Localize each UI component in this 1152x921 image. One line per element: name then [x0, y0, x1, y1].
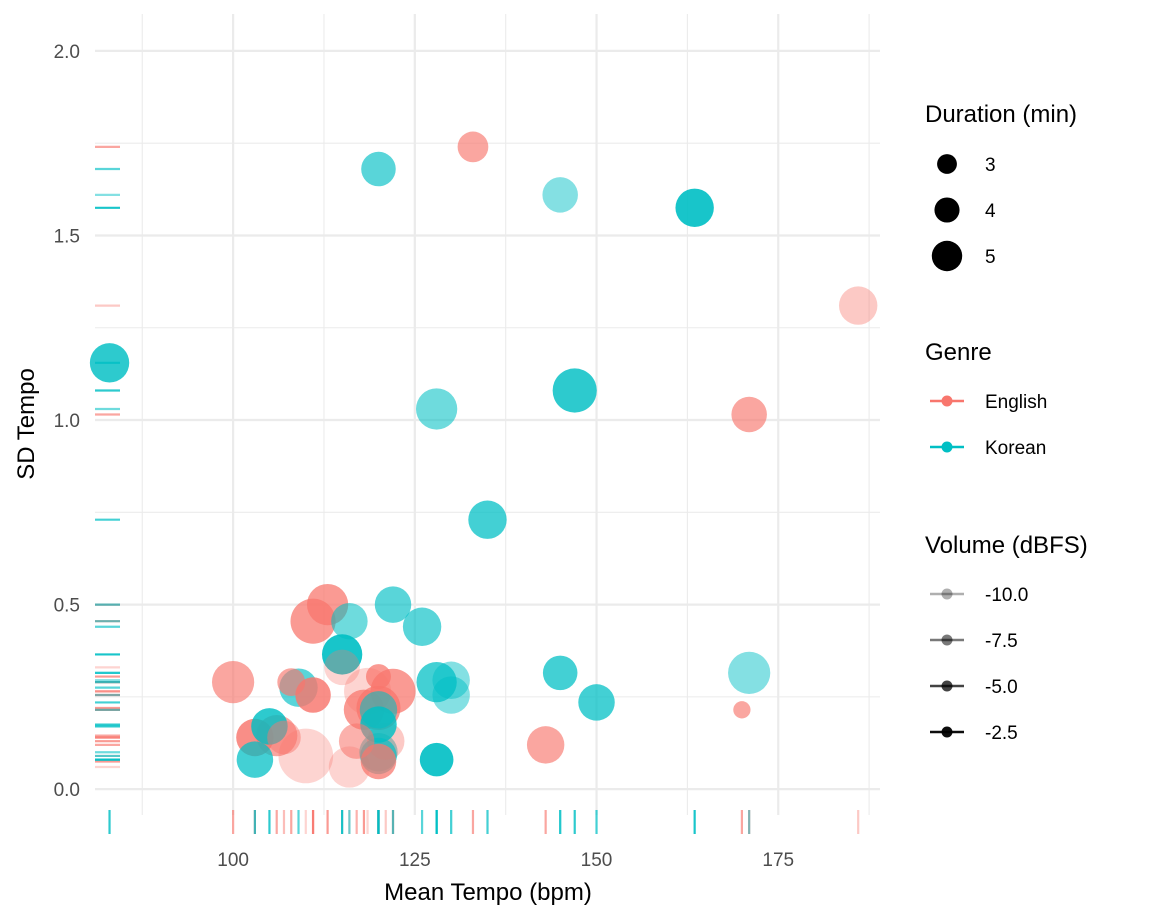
size-legend-label: 5: [985, 247, 996, 268]
data-point-korean: [361, 151, 396, 187]
data-point-korean: [236, 741, 274, 778]
data-point-english: [211, 660, 255, 704]
data-point-korean: [432, 661, 470, 699]
volume-legend-key: [941, 634, 953, 646]
x-tick-label: 175: [762, 850, 794, 871]
data-point-korean: [374, 586, 412, 623]
y-axis-title: SD Tempo: [13, 368, 40, 480]
volume-legend-title: Volume (dBFS): [925, 532, 1088, 559]
data-point-korean: [416, 661, 457, 703]
data-point-korean: [89, 343, 130, 383]
x-tick-label: 125: [399, 850, 431, 871]
data-point-english: [457, 131, 489, 163]
data-point-english: [267, 720, 301, 755]
size-legend-title: Duration (min): [925, 101, 1077, 128]
data-point-korean: [468, 500, 507, 539]
y-tick-label: 0.5: [54, 596, 80, 617]
size-legend-label: 3: [985, 155, 996, 176]
data-point-korean: [419, 742, 454, 777]
data-point-english: [277, 668, 306, 697]
volume-legend-label: -10.0: [985, 585, 1028, 606]
data-point-korean: [542, 177, 578, 213]
data-point-korean: [675, 188, 714, 227]
data-point-korean: [321, 634, 363, 675]
y-tick-label: 0.0: [54, 780, 80, 801]
data-point-english: [324, 649, 360, 686]
size-legend-label: 4: [985, 201, 996, 222]
genre-legend-label: Korean: [985, 438, 1046, 459]
x-tick-label: 150: [581, 850, 613, 871]
genre-legend-key: [941, 441, 953, 453]
data-point-english: [838, 286, 878, 325]
data-point-english: [360, 743, 397, 780]
data-point-english: [526, 726, 565, 764]
y-tick-label: 2.0: [54, 42, 80, 63]
x-axis-title: Mean Tempo (bpm): [384, 879, 592, 906]
volume-legend-key: [941, 588, 953, 600]
data-point-korean: [552, 368, 597, 413]
axes: 100 125 150 175 0.0 0.5 1.0 1.5 2.0: [54, 42, 795, 871]
data-point-korean: [542, 655, 578, 691]
genre-legend-title: Genre: [925, 339, 992, 366]
data-point-english: [733, 701, 751, 719]
genre-legend-label: English: [985, 392, 1047, 413]
size-legend-key: [931, 240, 963, 272]
data-point-english: [365, 664, 391, 690]
data-point-korean: [251, 708, 288, 745]
size-legend-key: [934, 197, 960, 223]
data-point-korean: [402, 607, 442, 646]
data-points: [89, 131, 878, 788]
volume-legend-key: [941, 680, 953, 692]
data-point-korean: [578, 684, 615, 721]
x-tick-label: 100: [217, 850, 249, 871]
volume-legend-label: -2.5: [985, 723, 1018, 744]
data-point-korean: [728, 651, 771, 695]
rug-marks: [95, 145, 860, 834]
data-point-korean: [415, 388, 458, 430]
y-tick-label: 1.0: [54, 411, 80, 432]
data-point-korean: [331, 602, 368, 640]
genre-legend-key: [941, 395, 953, 407]
volume-legend-label: -7.5: [985, 631, 1018, 652]
legend: Duration (min) 3 4 5 Genre English Korean Volum…: [925, 101, 1088, 744]
volume-legend-label: -5.0: [985, 677, 1018, 698]
data-point-korean: [432, 676, 470, 714]
size-legend-key: [937, 154, 957, 174]
y-tick-label: 1.5: [54, 226, 80, 247]
data-point-english: [731, 396, 767, 433]
volume-legend-key: [941, 726, 953, 738]
